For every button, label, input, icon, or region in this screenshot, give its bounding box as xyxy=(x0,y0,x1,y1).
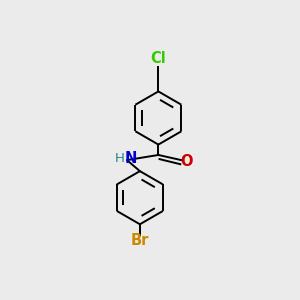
Text: O: O xyxy=(180,154,192,169)
Text: Cl: Cl xyxy=(151,51,166,66)
Text: N: N xyxy=(124,151,137,166)
Text: Br: Br xyxy=(131,233,149,248)
Text: H: H xyxy=(115,152,125,165)
